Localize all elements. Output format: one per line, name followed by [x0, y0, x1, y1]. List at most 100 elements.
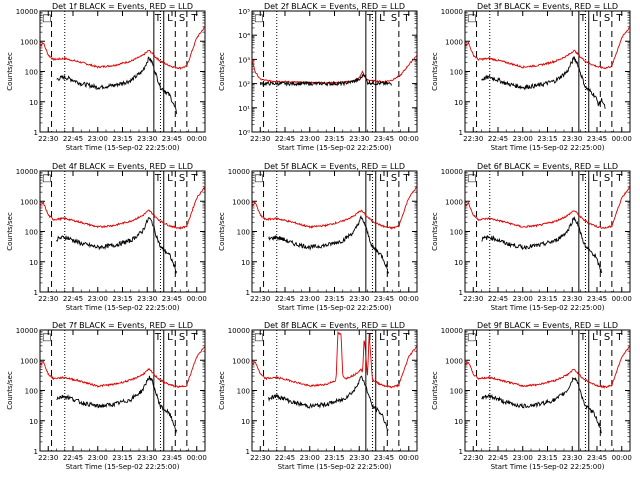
x-tick-label: 22:30 [250, 295, 270, 303]
flag-letters: T L S T [579, 332, 624, 343]
x-tick-label: 23:45 [587, 295, 607, 303]
corner-glyph: □ [254, 332, 263, 343]
x-tick-label: 23:45 [162, 135, 182, 143]
x-tick-label: 00:00 [399, 295, 419, 303]
x-tick-label: 23:30 [349, 454, 369, 462]
x-tick-label: 00:00 [187, 454, 207, 462]
y-tick-label: 10000 [228, 327, 250, 335]
y-axis-label: Counts/sec [218, 371, 226, 410]
series-lld-line [464, 345, 631, 389]
y-tick-label: 1 [246, 289, 250, 297]
panel-title: Det 9f BLACK = Events, RED = LLD [477, 321, 618, 330]
x-tick-label: 22:45 [488, 295, 508, 303]
series-events-line [56, 56, 178, 115]
series-events-line [481, 376, 602, 434]
y-tick-label: 100 [25, 388, 38, 396]
corner-glyph: □ [467, 173, 476, 184]
x-tick-label: 23:15 [537, 295, 557, 303]
x-tick-label: 22:45 [63, 454, 83, 462]
panel-det6: Det 6f BLACK = Events, RED = LLD 1 10 100 10… [431, 162, 632, 312]
x-tick-label: 23:30 [349, 295, 369, 303]
x-tick-label: 23:45 [374, 135, 394, 143]
x-tick-label: 23:15 [537, 135, 557, 143]
x-tick-label: 23:30 [562, 295, 582, 303]
y-tick-label: 10 [29, 259, 38, 267]
y-axis-label: Counts/sec [431, 52, 439, 91]
y-tick-label: 10 [454, 418, 463, 426]
x-tick-label: 23:00 [513, 295, 533, 303]
y-tick-label: 10 [29, 99, 38, 107]
series-lld-line [39, 346, 205, 388]
corner-glyph: □ [467, 13, 476, 24]
panel-title: Det 4f BLACK = Events, RED = LLD [52, 162, 193, 171]
x-tick-label: 00:00 [612, 295, 632, 303]
panel-title: Det 7f BLACK = Events, RED = LLD [52, 321, 193, 330]
x-tick-label: 23:30 [562, 454, 582, 462]
series-events-line [56, 375, 178, 434]
panel-det1: Det 1f BLACK = Events, RED = LLD 1 10 100 10… [6, 2, 207, 152]
series-events-line [259, 73, 392, 87]
x-tick-label: 23:00 [300, 295, 320, 303]
panel-title: Det 6f BLACK = Events, RED = LLD [477, 162, 618, 171]
y-tick-label: 1000 [445, 357, 463, 365]
series-lld-line [464, 186, 630, 230]
y-tick-label: 10000 [441, 327, 463, 335]
x-tick-label: 23:45 [162, 295, 182, 303]
corner-glyph: □ [254, 13, 263, 24]
x-tick-label: 22:45 [488, 135, 508, 143]
y-tick-label: 10⁰ [238, 129, 250, 137]
y-tick-label: 100 [450, 229, 463, 237]
x-tick-label: 22:30 [463, 295, 483, 303]
y-axis-label: Counts/sec [218, 52, 226, 91]
y-tick-label: 1 [459, 448, 463, 456]
y-tick-label: 10000 [441, 168, 463, 176]
y-tick-label: 1 [459, 129, 463, 137]
x-axis-label: Start Time (15-Sep-02 22:25:00) [66, 463, 180, 471]
series-events-line [268, 214, 389, 275]
y-tick-label: 1 [34, 448, 38, 456]
panel-det9: Det 9f BLACK = Events, RED = LLD 1 10 100 10… [431, 321, 632, 471]
panel-det7: Det 7f BLACK = Events, RED = LLD 1 10 100 10… [6, 321, 207, 471]
x-tick-label: 23:00 [300, 135, 320, 143]
y-tick-label: 10 [241, 418, 250, 426]
x-tick-label: 23:30 [349, 135, 369, 143]
y-tick-label: 10¹ [238, 105, 250, 113]
y-tick-label: 10000 [16, 168, 38, 176]
y-tick-label: 1000 [20, 38, 38, 46]
y-tick-label: 10 [29, 418, 38, 426]
y-tick-label: 10000 [228, 168, 250, 176]
x-tick-label: 23:00 [513, 135, 533, 143]
flag-letters: T L S T [579, 173, 624, 184]
x-tick-label: 23:15 [537, 454, 557, 462]
y-axis-label: Counts/sec [218, 212, 226, 251]
panel-title: Det 2f BLACK = Events, RED = LLD [264, 2, 405, 11]
y-axis-label: Counts/sec [431, 212, 439, 251]
flag-letters: T L S T [366, 13, 411, 24]
series-events-line [481, 215, 603, 274]
x-tick-label: 00:00 [399, 454, 419, 462]
series-events-line [481, 55, 606, 109]
x-tick-label: 23:15 [112, 135, 132, 143]
x-tick-label: 23:00 [88, 295, 108, 303]
y-tick-label: 1000 [20, 357, 38, 365]
y-tick-label: 10 [454, 99, 463, 107]
series-events-line [268, 375, 389, 432]
x-tick-label: 00:00 [612, 454, 632, 462]
x-tick-label: 22:30 [38, 295, 58, 303]
x-tick-label: 23:30 [562, 135, 582, 143]
x-axis-label: Start Time (15-Sep-02 22:25:00) [491, 463, 605, 471]
y-tick-label: 100 [450, 69, 463, 77]
x-tick-label: 23:00 [88, 454, 108, 462]
x-tick-label: 23:15 [112, 295, 132, 303]
panel-title: Det 1f BLACK = Events, RED = LLD [52, 2, 193, 11]
flag-letters: T L S T [154, 173, 199, 184]
x-tick-label: 22:45 [488, 454, 508, 462]
x-tick-label: 23:15 [324, 295, 344, 303]
x-tick-label: 23:45 [162, 454, 182, 462]
x-tick-label: 23:30 [137, 135, 157, 143]
y-tick-label: 1000 [20, 198, 38, 206]
corner-glyph: □ [254, 173, 263, 184]
x-tick-label: 22:30 [250, 135, 270, 143]
y-tick-label: 10² [238, 81, 250, 89]
